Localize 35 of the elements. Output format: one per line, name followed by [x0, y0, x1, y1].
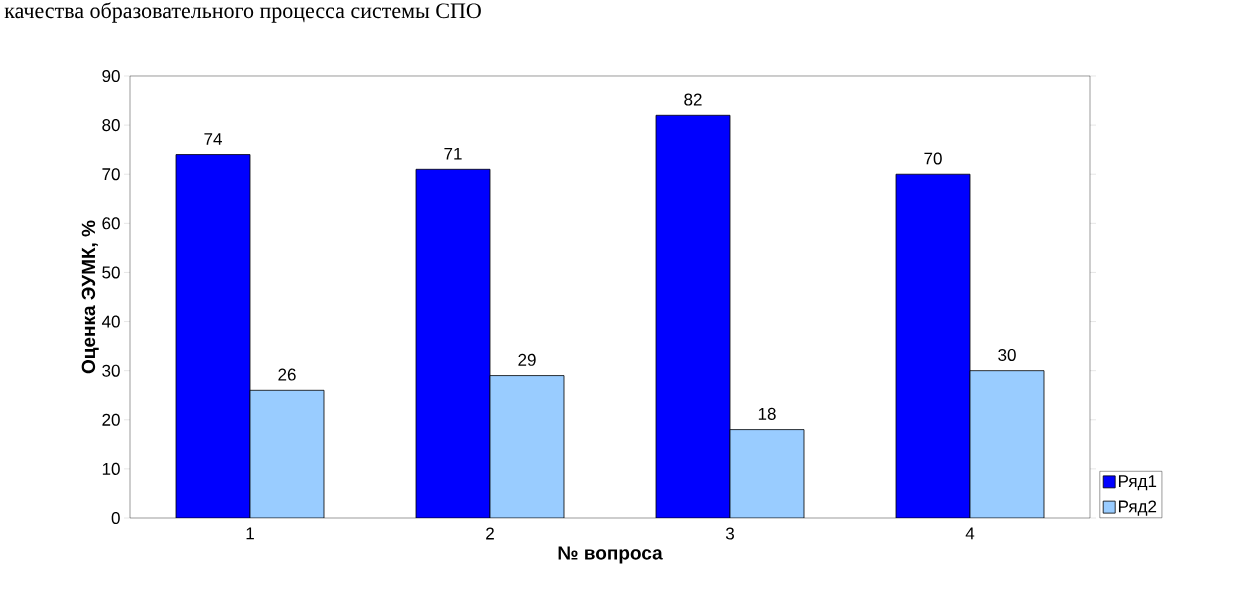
y-tick-label: 0 — [111, 511, 120, 525]
data-label: 18 — [758, 407, 776, 420]
y-tick-label: 50 — [102, 266, 120, 279]
y-tick-label: 20 — [102, 413, 120, 426]
y-tick-label: 40 — [101, 315, 120, 328]
legend-label: Ряд1 — [1118, 475, 1157, 491]
x-tick-label: 1 — [246, 527, 254, 540]
y-tick-label: 90 — [102, 69, 120, 83]
x-tick-label: 2 — [486, 527, 494, 540]
y-axis-title: Оценка ЭУМК, % — [81, 220, 99, 374]
bar — [175, 154, 251, 518]
bar — [489, 375, 565, 518]
data-label: 74 — [204, 133, 222, 145]
x-tick-label: 3 — [725, 527, 734, 540]
bar — [655, 114, 731, 518]
data-label: 82 — [684, 93, 702, 106]
legend-label: Ряд2 — [1118, 500, 1157, 516]
data-label: 70 — [924, 152, 942, 165]
y-tick-label: 80 — [102, 119, 120, 132]
bar — [415, 168, 491, 518]
chart-title: качества образовательного процесса системы СПО — [4, 2, 481, 23]
y-tick-label: 30 — [102, 364, 120, 377]
bar — [969, 370, 1045, 518]
bar — [249, 389, 325, 518]
bar — [729, 429, 805, 518]
data-label: 29 — [518, 353, 536, 366]
bar — [895, 173, 971, 518]
y-tick-label: 70 — [102, 168, 120, 181]
x-tick-label: 4 — [965, 527, 975, 540]
y-tick-label: 60 — [102, 217, 120, 230]
data-label: 71 — [444, 147, 462, 160]
y-tick-label: 10 — [102, 462, 120, 475]
data-label: 26 — [278, 368, 296, 381]
x-axis-title: № вопроса — [558, 546, 663, 564]
data-label: 30 — [998, 348, 1016, 361]
